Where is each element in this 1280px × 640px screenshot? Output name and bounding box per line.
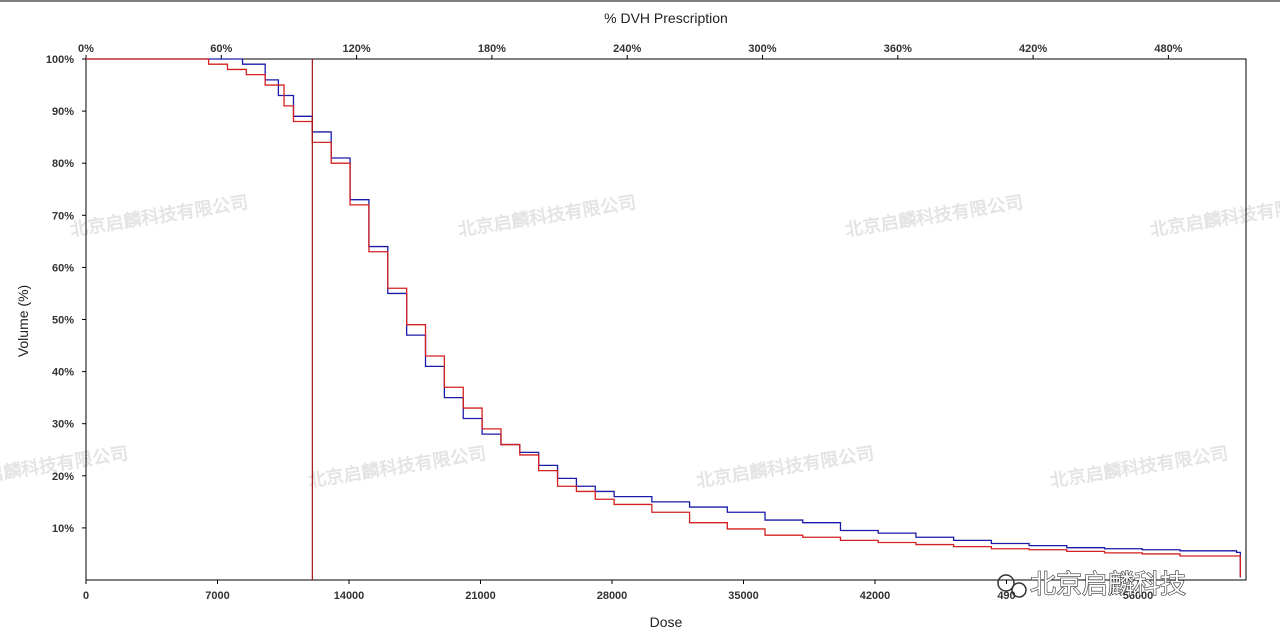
- x-tick-label: 56000: [1123, 590, 1154, 602]
- top-tick-label: 60%: [210, 43, 232, 55]
- x-tick-label: 14000: [334, 590, 365, 602]
- x-tick-label: 7000: [205, 590, 229, 602]
- top-tick-label: 360%: [884, 43, 912, 55]
- tick-labels: 0 7000 14000 21000 28000 35000 42000 490 56000 0%…: [46, 43, 1183, 602]
- x-tick-label: 490: [997, 590, 1015, 602]
- x-tick-label: 28000: [597, 590, 628, 602]
- y-tick-label: 60%: [52, 262, 74, 274]
- y-tick-label: 20%: [52, 471, 74, 483]
- series-layer: [86, 58, 1241, 578]
- top-tick-label: 240%: [613, 43, 641, 55]
- y-tick-label: 10%: [52, 523, 74, 535]
- top-tick-label: 480%: [1154, 43, 1182, 55]
- y-tick-label: 90%: [52, 106, 74, 118]
- top-tick-label: 120%: [343, 43, 371, 55]
- plot-frame: [85, 58, 1247, 581]
- wechat-icon: [997, 574, 1015, 592]
- x-tick-label: 21000: [465, 590, 496, 602]
- top-tick-label: 300%: [748, 43, 776, 55]
- y-tick-label: 40%: [52, 367, 74, 379]
- top-tick-label: 0%: [78, 43, 94, 55]
- top-axis-title: % DVH Prescription: [604, 10, 728, 26]
- y-tick-label: 80%: [52, 158, 74, 170]
- y-tick-label: 30%: [52, 419, 74, 431]
- x-tick-label: 42000: [860, 590, 891, 602]
- y-tick-label: 50%: [52, 315, 74, 327]
- y-tick-label: 70%: [52, 210, 74, 222]
- brand-logo-text: 北京启麟科技: [1030, 570, 1186, 600]
- x-tick-label: 0: [83, 590, 89, 602]
- top-tick-label: 420%: [1019, 43, 1047, 55]
- x-axis-title: Dose: [650, 614, 683, 630]
- y-axis-title: Volume (%): [15, 285, 31, 357]
- brand-logo: 北京启麟科技: [997, 569, 1187, 601]
- dvh-series-line-2: [86, 58, 1241, 578]
- dvh-series-line-1: [86, 58, 1241, 578]
- y-tick-label: 100%: [46, 54, 74, 66]
- wechat-icon-small-bubble: [1011, 582, 1027, 598]
- x-tick-label: 35000: [728, 590, 759, 602]
- top-tick-label: 180%: [478, 43, 506, 55]
